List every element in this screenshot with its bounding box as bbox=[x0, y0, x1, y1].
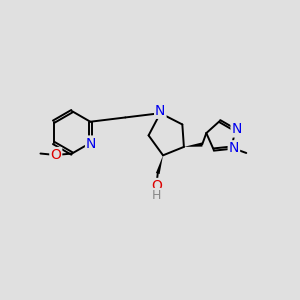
Text: H: H bbox=[152, 189, 161, 202]
Text: O: O bbox=[50, 148, 61, 162]
Polygon shape bbox=[184, 142, 203, 147]
Text: N: N bbox=[155, 104, 166, 118]
Text: N: N bbox=[86, 136, 96, 151]
Polygon shape bbox=[156, 155, 163, 174]
Text: N: N bbox=[229, 141, 239, 155]
Text: O: O bbox=[151, 179, 162, 193]
Text: N: N bbox=[232, 122, 242, 136]
